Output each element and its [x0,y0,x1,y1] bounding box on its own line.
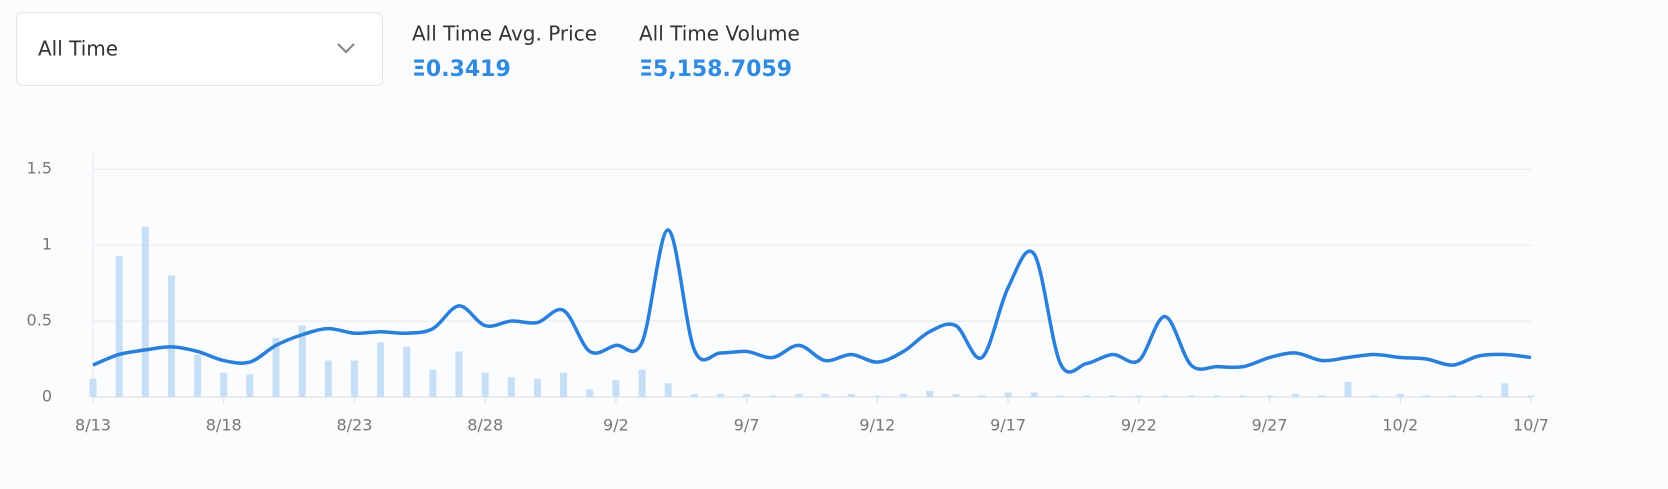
volume-bar [821,393,829,397]
volume-bar [272,337,280,397]
volume-bar [141,226,149,397]
x-tick-label: 8/28 [467,416,503,435]
volume-bar [926,390,934,397]
volume-bar [481,372,489,397]
x-tick-label: 10/2 [1382,416,1418,435]
volume-bar [1213,395,1221,397]
volume-bar [246,374,254,397]
volume-bar [586,389,594,397]
y-tick-label: 1.5 [27,159,52,178]
volume-bar [1056,395,1064,397]
volume-bar [1449,395,1457,397]
volume-bar [533,378,541,397]
volume-bar [1030,392,1038,397]
volume-bar [1135,395,1143,397]
volume-bar [1109,395,1117,397]
volume-bar [298,325,306,397]
volume-bar [1527,395,1535,397]
dropdown[interactable] [16,12,383,86]
volume-bar [429,369,437,397]
volume-bar [769,395,777,397]
y-tick-label: 0 [42,387,52,406]
volume-bar [900,393,908,397]
volume-bar [1396,393,1404,397]
volume-bar [1475,395,1483,397]
volume-bar [1370,395,1378,397]
volume-bar [847,393,855,397]
volume-bar [978,395,986,397]
stat-label: All Time Volume [639,22,800,46]
volume-bar [1187,395,1195,397]
volume-bar [324,360,332,397]
volume-bar [350,360,358,397]
volume-bar [1422,395,1430,397]
volume-bar [690,393,698,397]
x-tick-label: 8/13 [75,416,111,435]
volume-bar [507,377,515,397]
volume-bar [455,351,463,397]
x-tick-label: 8/18 [206,416,242,435]
volume-bar [1266,395,1274,397]
volume-bar [377,342,385,397]
volume-bar [220,372,228,397]
volume-bar [115,255,123,397]
volume-bar [1161,395,1169,397]
volume-bar [1344,381,1352,397]
volume-bar [612,380,620,397]
x-tick-label: 9/2 [603,416,629,435]
x-tick-label: 10/7 [1513,416,1549,435]
volume-bar [89,378,97,397]
x-tick-label: 9/27 [1252,416,1288,435]
x-tick-label: 9/17 [990,416,1026,435]
volume-bar [795,393,803,397]
volume-bar [194,354,202,397]
stat-value: Ξ5,158.7059 [639,57,792,82]
volume-bar [1318,395,1326,397]
x-tick-label: 9/12 [859,416,895,435]
y-tick-label: 1 [42,235,52,254]
x-tick-label: 8/23 [336,416,372,435]
volume-bar [743,393,751,397]
volume-bar [1239,395,1247,397]
volume-bar [873,395,881,397]
volume-bar [403,346,411,397]
volume-bar [167,275,175,397]
volume-bar [560,372,568,397]
volume-bar [1083,395,1091,397]
x-tick-label: 9/22 [1121,416,1157,435]
price-line [92,228,1532,374]
stat-label: All Time Avg. Price [412,22,597,46]
y-tick-label: 0.5 [27,311,52,330]
volume-bar [952,393,960,397]
volume-bar [1004,392,1012,397]
x-tick-label: 9/7 [734,416,760,435]
chevron[interactable] [337,43,355,54]
volume-bar [664,383,672,397]
volume-bar [638,369,646,397]
stat-value: Ξ0.3419 [412,57,511,82]
volume-bar [1292,393,1300,397]
dropdown-label[interactable]: All Time [38,37,118,61]
volume-bar [716,393,724,397]
volume-bar [1501,383,1509,397]
